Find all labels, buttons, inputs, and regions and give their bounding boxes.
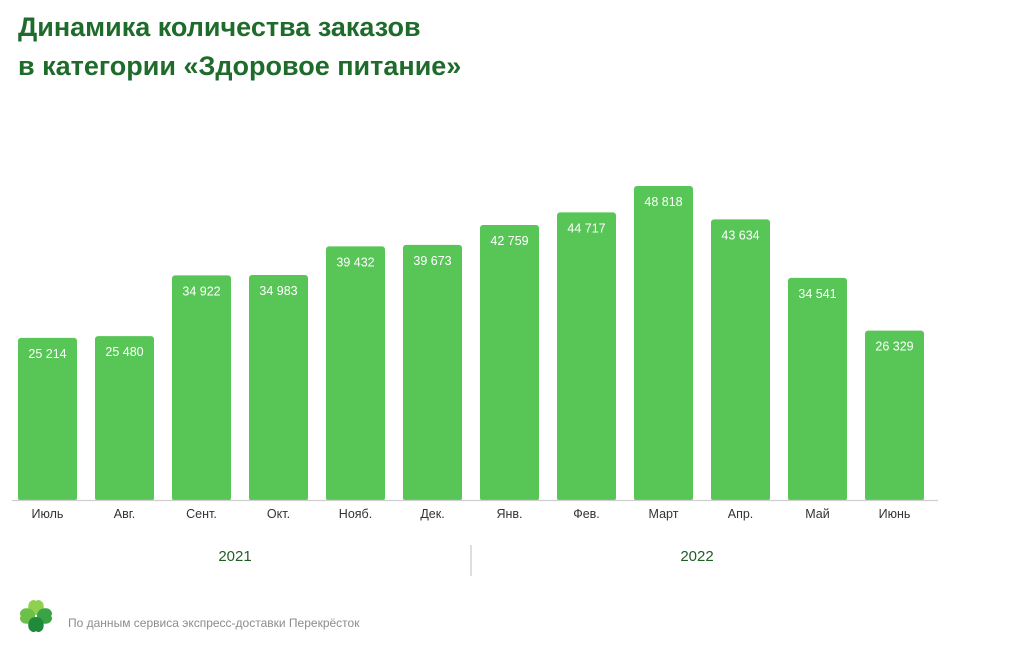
x-tick-label-11: Июнь — [879, 507, 911, 521]
bar-0 — [18, 337, 77, 501]
title-line-1: Динамика количества заказов — [18, 12, 421, 42]
bar-value-label-5: 39 673 — [413, 254, 451, 268]
x-tick-label-10: Май — [805, 507, 830, 521]
bar-1 — [95, 336, 154, 501]
clover-logo-icon — [19, 599, 53, 633]
x-tick-label-6: Янв. — [496, 507, 522, 521]
bar-8 — [634, 186, 693, 501]
x-tick-label-8: Март — [649, 507, 679, 521]
x-tick-label-3: Окт. — [267, 507, 290, 521]
bar-value-label-6: 42 759 — [490, 234, 528, 248]
footer: По данным сервиса экспресс-доставки Пере… — [16, 596, 359, 636]
bar-value-label-3: 34 983 — [259, 284, 297, 298]
bar-3 — [249, 274, 308, 501]
page-title: Динамика количества заказов в категории … — [18, 8, 461, 86]
x-tick-label-2: Сент. — [186, 507, 217, 521]
x-tick-label-9: Апр. — [728, 507, 754, 521]
bar-9 — [711, 219, 770, 502]
bar-7 — [557, 212, 616, 501]
bar-2 — [172, 275, 231, 501]
bar-value-label-10: 34 541 — [798, 287, 836, 301]
bar-value-label-8: 48 818 — [644, 195, 682, 209]
bar-10 — [788, 277, 847, 501]
bar-value-label-11: 26 329 — [875, 340, 913, 354]
source-note: По данным сервиса экспресс-доставки Пере… — [68, 616, 360, 630]
bar-value-label-4: 39 432 — [336, 255, 374, 269]
title-line-2: в категории «Здоровое питание» — [18, 51, 462, 81]
year-group-label-2022: 2022 — [680, 548, 713, 565]
x-tick-label-0: Июль — [32, 507, 64, 521]
bar-value-label-9: 43 634 — [721, 228, 759, 242]
x-tick-label-7: Фев. — [573, 507, 600, 521]
x-tick-label-5: Дек. — [420, 507, 444, 521]
bar-6 — [480, 224, 539, 502]
bar-value-label-7: 44 717 — [567, 221, 605, 235]
bar-value-label-0: 25 214 — [28, 347, 66, 361]
bar-value-label-2: 34 922 — [182, 284, 220, 298]
bar-5 — [403, 244, 462, 501]
year-group-label-2021: 2021 — [218, 548, 251, 565]
x-tick-label-4: Нояб. — [339, 507, 372, 521]
orders-bar-chart: 25 214 Июль 25 480 Авг. 34 922 Сент. 34 983 Окт… — [12, 186, 938, 576]
bar-value-label-1: 25 480 — [105, 345, 143, 359]
x-tick-label-1: Авг. — [114, 507, 135, 521]
bar-11 — [865, 330, 924, 501]
bar-4 — [326, 246, 385, 501]
